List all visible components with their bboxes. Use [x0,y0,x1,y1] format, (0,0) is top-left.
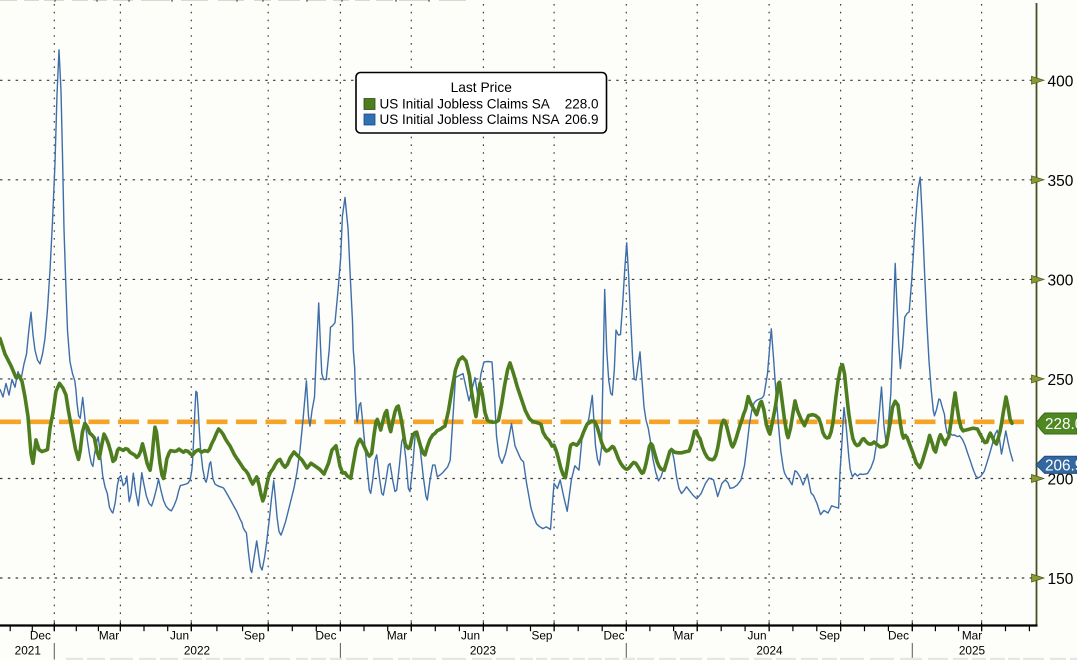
svg-text:US Initial Jobless Claims NSA: US Initial Jobless Claims NSA [380,112,560,127]
svg-text:350: 350 [1048,173,1074,190]
svg-text:2023: 2023 [470,644,497,658]
svg-text:Dec: Dec [30,629,51,643]
svg-text:250: 250 [1048,372,1074,389]
svg-text:2021: 2021 [15,644,41,658]
svg-text:US Initial Jobless Claims SA: US Initial Jobless Claims SA [380,97,550,112]
svg-text:200: 200 [1048,472,1074,489]
svg-text:Dec: Dec [888,629,909,643]
svg-text:150: 150 [1048,571,1074,588]
svg-text:Sep: Sep [532,629,553,643]
svg-text:2025: 2025 [959,644,986,658]
svg-text:Sep: Sep [244,629,265,643]
svg-text:400: 400 [1048,73,1074,90]
svg-text:Dec: Dec [604,629,625,643]
svg-text:Sep: Sep [819,629,840,643]
svg-text:2024: 2024 [756,644,783,658]
svg-text:Mar: Mar [962,629,982,643]
svg-text:206.9: 206.9 [1045,457,1077,474]
svg-text:Jun: Jun [747,629,766,643]
svg-text:Last Price: Last Price [451,80,513,95]
svg-text:Jun: Jun [461,629,480,643]
svg-text:Mar: Mar [674,629,694,643]
svg-text:2022: 2022 [184,644,210,658]
svg-text:Mar: Mar [99,629,119,643]
svg-text:228.0: 228.0 [565,97,599,112]
svg-text:Mar: Mar [387,629,407,643]
svg-text:Dec: Dec [316,629,337,643]
svg-text:206.9: 206.9 [565,112,599,127]
svg-text:300: 300 [1048,272,1074,289]
svg-text:228.0: 228.0 [1045,416,1077,433]
svg-text:Jun: Jun [170,629,189,643]
